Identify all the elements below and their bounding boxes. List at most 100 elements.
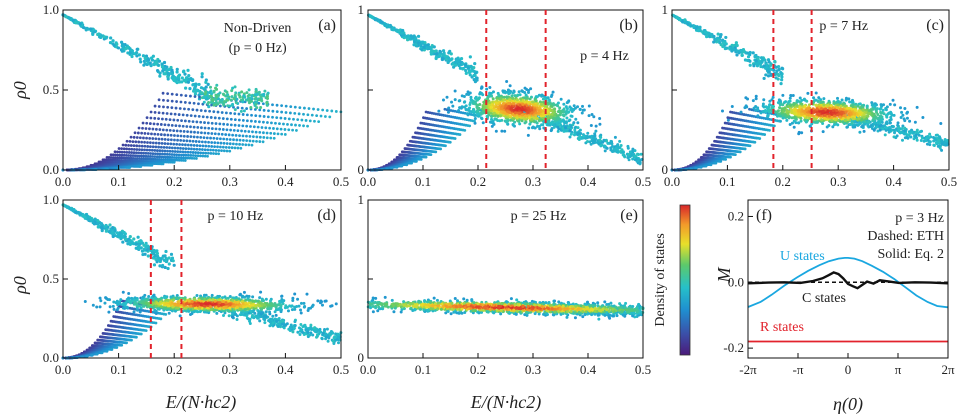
data-point [466,113,470,117]
data-point [901,131,905,135]
data-point [139,165,143,168]
data-point [206,148,210,152]
data-point [626,156,630,160]
data-point [224,111,228,115]
y-tick-label: 0.5 [43,82,59,97]
data-point [184,143,187,147]
data-point [136,131,140,135]
data-point [155,155,159,159]
data-point [154,141,158,145]
data-point [194,157,198,160]
data-point [489,105,493,109]
data-point [449,52,453,56]
data-point [135,136,139,139]
data-point [261,140,265,144]
data-point [518,122,522,126]
data-point [295,129,298,132]
data-point [247,93,251,97]
data-point [249,119,253,123]
data-point [154,137,158,141]
data-point [257,90,261,94]
data-point [416,34,421,38]
data-point [500,107,504,111]
data-point [108,41,113,45]
data-point [160,117,164,121]
data-point [675,16,679,20]
data-point [161,158,165,161]
data-point [884,108,888,112]
data-point [756,114,760,118]
data-point [175,100,178,103]
x-tick-label: 0.2 [470,174,486,189]
data-point [138,136,142,140]
data-point [537,93,541,97]
data-point [477,96,481,100]
data-point [228,142,232,146]
data-point [254,87,258,91]
data-point [461,67,465,71]
data-point [593,133,597,137]
data-point [143,140,146,144]
data-point [868,125,872,129]
data-point [212,110,216,114]
data-point [167,123,170,127]
data-point [513,111,517,115]
data-point [620,148,624,152]
data-point [186,150,190,154]
data-point [441,52,445,57]
data-point [520,113,524,117]
data-point [628,155,632,159]
data-point [243,129,247,133]
data-point [523,114,527,118]
data-point [144,154,148,158]
data-point [328,115,332,119]
data-point [226,93,230,97]
data-point [240,106,244,110]
data-point [143,132,147,135]
data-point [401,28,405,33]
data-point [122,147,126,151]
data-point [405,34,409,38]
data-point [265,136,269,140]
data-point [188,139,192,143]
data-point [312,107,315,111]
data-point [178,143,181,146]
data-point [132,151,136,155]
data-point [163,149,167,153]
data-point [157,155,161,159]
data-point [241,98,245,102]
data-point [734,41,738,45]
data-point [254,114,258,118]
data-point [463,63,468,67]
data-point [241,124,245,128]
data-point [113,150,117,154]
data-point [262,131,265,135]
data-point [419,157,423,161]
data-point [213,141,217,145]
data-point [779,71,783,75]
data-point [929,135,933,139]
data-point [137,140,141,144]
data-point [267,109,270,113]
data-point [192,101,196,105]
data-point [170,76,174,80]
data-point [300,118,304,122]
data-point [602,138,606,142]
data-point [279,116,283,120]
data-point [468,73,472,77]
data-point [471,109,475,113]
plot-area-a [61,13,343,172]
data-point [78,22,82,26]
data-point [179,93,183,97]
data-point [565,116,569,120]
data-point [195,108,199,112]
data-point [195,144,199,147]
data-point [578,107,582,111]
data-point [105,155,109,159]
data-point [128,47,132,51]
data-point [589,124,593,128]
data-point [233,85,237,89]
data-point [177,113,181,116]
data-point [481,93,485,97]
data-point [158,152,162,156]
